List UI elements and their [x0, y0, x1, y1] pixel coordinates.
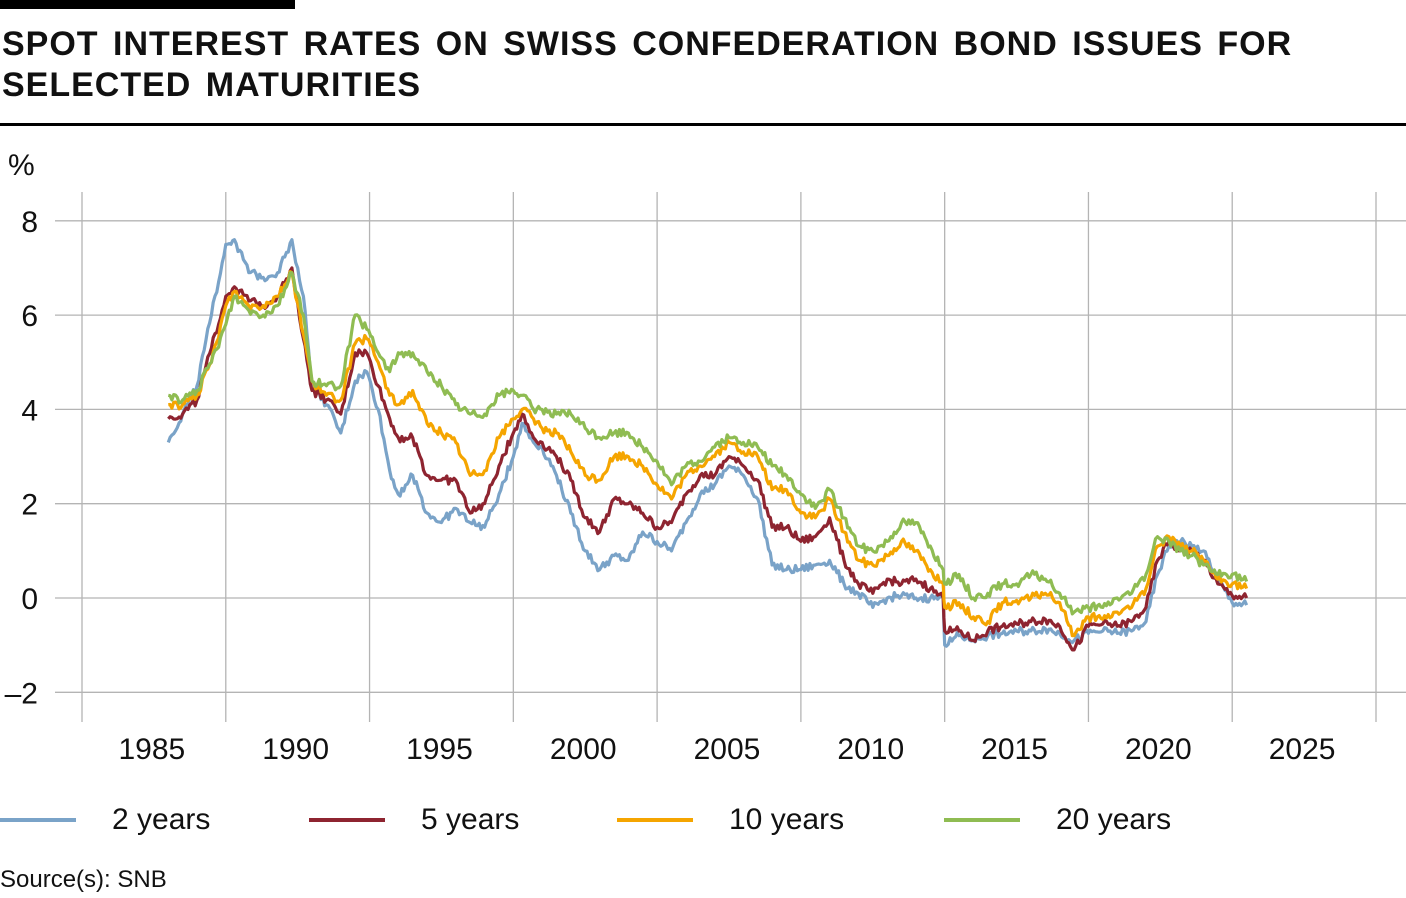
- legend-label: 10 years: [729, 803, 845, 836]
- y-tick-label: 2: [21, 489, 38, 522]
- x-ticks: 1985 1990 1995 2000 2005 2010 2015 2020 2025: [119, 733, 1336, 766]
- y-tick-label: –2: [5, 677, 38, 710]
- x-tick-label: 1985: [119, 733, 186, 766]
- series-lines: [166, 238, 1249, 652]
- series-line-5-years: [167, 266, 1249, 652]
- y-ticks: 8 6 4 2 0 –2: [5, 206, 38, 710]
- x-tick-label: 2010: [837, 733, 904, 766]
- source-note: Source(s): SNB: [0, 866, 167, 893]
- grid: [55, 192, 1406, 722]
- series-line-2-years: [166, 238, 1249, 648]
- series-line-10-years: [168, 270, 1249, 638]
- x-tick-label: 2000: [550, 733, 617, 766]
- chart-title: Spot interest rates on Swiss Confederati…: [2, 25, 1293, 104]
- legend-swatch: [309, 818, 385, 822]
- legend-item-10-years: 10 years: [617, 800, 844, 840]
- x-tick-label: 2025: [1269, 733, 1336, 766]
- legend-label: 20 years: [1056, 803, 1172, 836]
- x-tick-label: 1995: [406, 733, 473, 766]
- x-tick-label: 2020: [1125, 733, 1192, 766]
- legend-item-20-years: 20 years: [944, 800, 1171, 840]
- y-tick-label: 4: [21, 394, 38, 427]
- legend-item-2-years: 2 years: [0, 800, 210, 840]
- x-tick-label: 2015: [981, 733, 1048, 766]
- legend-item-5-years: 5 years: [309, 800, 519, 840]
- legend-swatch: [944, 818, 1020, 822]
- x-tick-label: 1990: [262, 733, 329, 766]
- series-line-20-years: [167, 271, 1249, 616]
- legend-label: 5 years: [421, 803, 520, 836]
- x-tick-label: 2005: [694, 733, 761, 766]
- legend-swatch: [617, 818, 693, 822]
- legend: 2 years 5 years 10 years 20 years: [0, 800, 1406, 840]
- y-tick-label: 8: [21, 206, 38, 239]
- y-axis-unit: %: [8, 149, 35, 182]
- title-divider: [0, 123, 1406, 126]
- legend-swatch: [0, 818, 76, 822]
- y-tick-label: 0: [21, 583, 38, 616]
- title-accent-bar: [0, 0, 295, 9]
- legend-label: 2 years: [112, 803, 211, 836]
- y-tick-label: 6: [21, 300, 38, 333]
